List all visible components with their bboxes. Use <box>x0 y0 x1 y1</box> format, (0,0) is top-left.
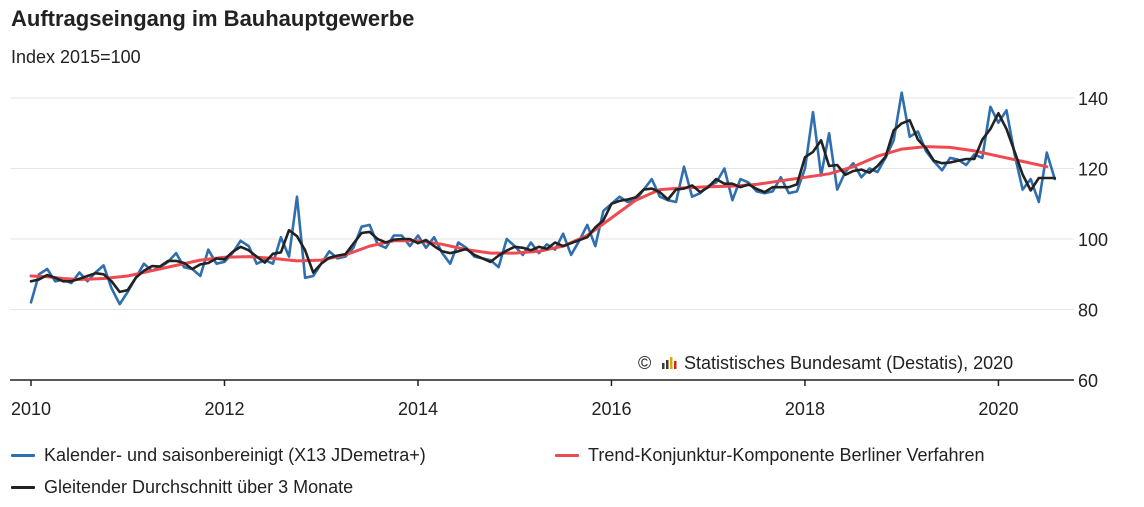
x-tick-label-2018: 2018 <box>785 399 825 419</box>
y-tick-label-140: 140 <box>1078 89 1108 109</box>
x-tick-label-2014: 2014 <box>398 399 438 419</box>
destatis-logo-icon <box>662 357 677 369</box>
y-tick-label-120: 120 <box>1078 160 1108 180</box>
copyright-symbol: © <box>638 353 651 373</box>
chart-title: Auftragseingang im Bauhauptgewerbe <box>11 6 415 31</box>
series-line-1 <box>29 145 1049 281</box>
x-tick-label-2010: 2010 <box>11 399 51 419</box>
destatis-logo-bar-2 <box>670 357 673 369</box>
x-tick-label-2020: 2020 <box>978 399 1018 419</box>
x-tick-label-2012: 2012 <box>204 399 244 419</box>
y-tick-label-80: 80 <box>1078 301 1098 321</box>
y-tick-label-100: 100 <box>1078 230 1108 250</box>
destatis-logo-bar-1 <box>666 360 669 369</box>
destatis-logo-bar-0 <box>662 363 665 369</box>
x-tick-label-2016: 2016 <box>591 399 631 419</box>
source-note: Statistisches Bundesamt (Destatis), 2020 <box>684 353 1013 373</box>
destatis-logo-bar-3 <box>674 361 677 369</box>
y-tick-label-60: 60 <box>1078 371 1098 391</box>
series-line-2 <box>29 111 1057 294</box>
chart-subtitle: Index 2015=100 <box>11 47 141 67</box>
